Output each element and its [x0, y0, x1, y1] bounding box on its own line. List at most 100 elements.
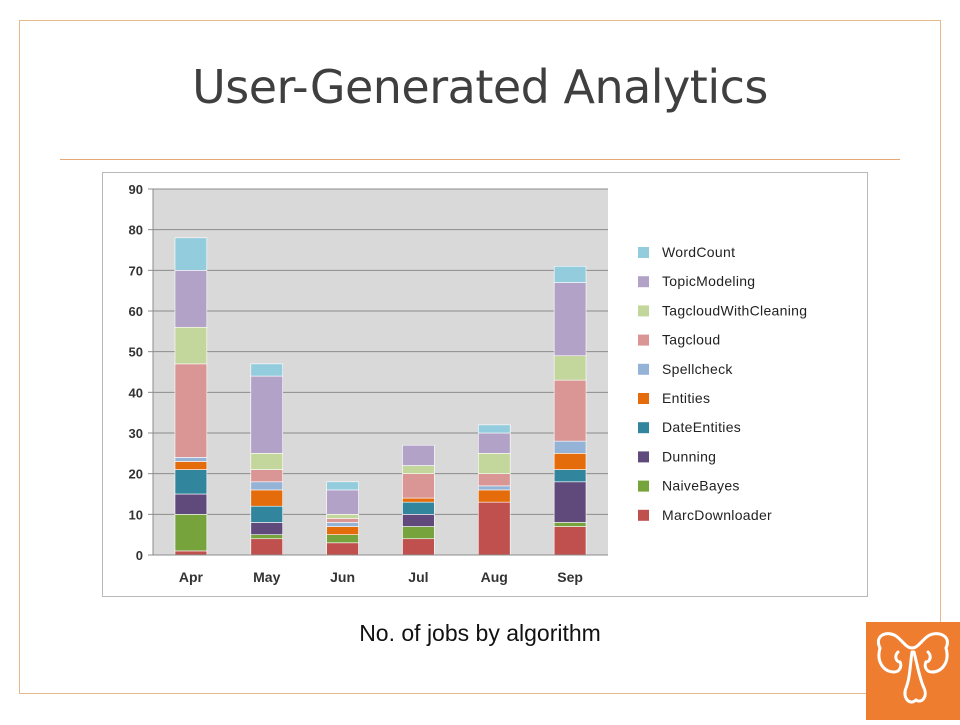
bar-segment: [174, 514, 208, 552]
bar-segment: [250, 534, 283, 540]
x-tick-label: Sep: [557, 569, 583, 585]
bar-segment: [250, 538, 283, 556]
bar-segment: [250, 469, 283, 483]
legend-swatch: [638, 363, 649, 375]
bar-segment: [174, 493, 208, 515]
legend-label: Entities: [662, 390, 710, 406]
bar-segment: [402, 526, 435, 540]
y-tick-label: 90: [129, 182, 143, 197]
bar-segment: [402, 501, 435, 515]
chart-caption: No. of jobs by algorithm: [359, 620, 601, 646]
legend-label: TopicModeling: [662, 273, 755, 289]
y-tick-label: 80: [129, 223, 143, 238]
bar-segment: [478, 489, 511, 503]
bars: [174, 237, 587, 556]
y-tick-label: 50: [129, 345, 143, 360]
grid-lines: [153, 188, 608, 515]
bar-segment: [174, 270, 208, 328]
bar-segment: [174, 469, 208, 495]
y-tick-label: 30: [129, 426, 143, 441]
bar-segment: [250, 489, 283, 507]
legend-swatch: [638, 276, 649, 288]
axes: 0 10 20 30 40 50 60 70 80 90 Apr May Jun Jul Aug Sep: [129, 182, 608, 585]
legend-label: DateEntities: [662, 419, 741, 435]
bar-segment: [326, 534, 359, 544]
bar-segment: [553, 265, 587, 283]
bar-segment: [478, 424, 511, 434]
bar-segment: [174, 550, 208, 556]
bar-segment: [553, 526, 587, 556]
bar-segment: [326, 489, 359, 515]
bar-segment: [478, 501, 511, 556]
bar-segment: [326, 518, 359, 523]
x-tick-label: Apr: [179, 569, 204, 585]
bar-segment: [250, 522, 283, 535]
title-divider: [60, 159, 900, 160]
bar-segment: [553, 440, 587, 454]
legend-swatch: [638, 451, 649, 463]
bar-segment: [553, 522, 587, 527]
chart-container: 0 10 20 30 40 50 60 70 80 90 Apr May Jun Jul Aug Sep Wo…: [102, 172, 868, 597]
bar-segment: [250, 505, 283, 523]
legend-swatch: [638, 509, 649, 521]
legend-swatch: [638, 305, 649, 317]
bar-segment: [174, 461, 208, 470]
bar-segment: [250, 375, 283, 454]
legend-label: Tagcloud: [662, 332, 720, 348]
y-tick-label: 70: [129, 263, 143, 278]
bar-segment: [250, 481, 283, 491]
bar-segment: [402, 497, 435, 503]
legend-label: NaiveBayes: [662, 478, 740, 494]
bar-segment: [174, 363, 208, 458]
x-tick-label: Jul: [408, 569, 428, 585]
bar-segment: [174, 237, 208, 271]
bar-segment: [174, 326, 208, 365]
bar-segment: [553, 481, 587, 523]
bar-segment: [326, 522, 359, 527]
bar-segment: [478, 453, 511, 474]
slide-title: User-Generated Analytics: [192, 60, 768, 114]
legend-label: Dunning: [662, 448, 716, 464]
plot-area: [153, 189, 608, 555]
legend-swatch: [638, 334, 649, 346]
slide-frame: [19, 20, 941, 694]
y-tick-label: 40: [129, 385, 143, 400]
bar-segment: [553, 355, 587, 381]
bar-segment: [402, 444, 435, 466]
bar-segment: [478, 432, 511, 454]
legend-swatch: [638, 393, 649, 404]
legend-swatch: [638, 422, 649, 434]
bar-segment: [402, 465, 435, 474]
bar-segment: [402, 538, 435, 556]
x-tick-label: Aug: [481, 569, 508, 585]
bar-segment: [553, 379, 587, 442]
legend-label: TagcloudWithCleaning: [662, 302, 807, 318]
bar-segment: [174, 457, 208, 462]
y-tick-label: 20: [129, 467, 143, 482]
legend-swatch: [638, 480, 649, 492]
bar-segment: [478, 485, 511, 491]
bar-segment: [478, 473, 511, 487]
bar-segment: [553, 453, 587, 470]
legend-label: MarcDownloader: [662, 507, 772, 523]
bar-segment: [553, 469, 587, 483]
legend: WordCount TopicModeling TagcloudWithCleani…: [638, 244, 807, 523]
bar-segment: [326, 542, 359, 556]
bar-segment: [326, 514, 359, 519]
stacked-bar-chart: 0 10 20 30 40 50 60 70 80 90 Apr May Jun Jul Aug Sep Wo…: [129, 182, 807, 585]
bar-segment: [402, 514, 435, 527]
legend-swatch: [638, 247, 649, 258]
x-tick-label: May: [253, 569, 280, 585]
legend-label: Spellcheck: [662, 361, 733, 377]
y-tick-label: 60: [129, 304, 143, 319]
legend-label: WordCount: [662, 244, 735, 260]
bar-segment: [326, 481, 359, 491]
bar-segment: [250, 363, 283, 377]
y-tick-label: 0: [136, 548, 143, 563]
x-tick-label: Jun: [330, 569, 355, 585]
bar-segment: [402, 473, 435, 499]
bar-segment: [553, 282, 587, 357]
elephant-logo-icon: [866, 622, 960, 720]
bar-segment: [250, 453, 283, 470]
bar-segment: [326, 526, 359, 535]
